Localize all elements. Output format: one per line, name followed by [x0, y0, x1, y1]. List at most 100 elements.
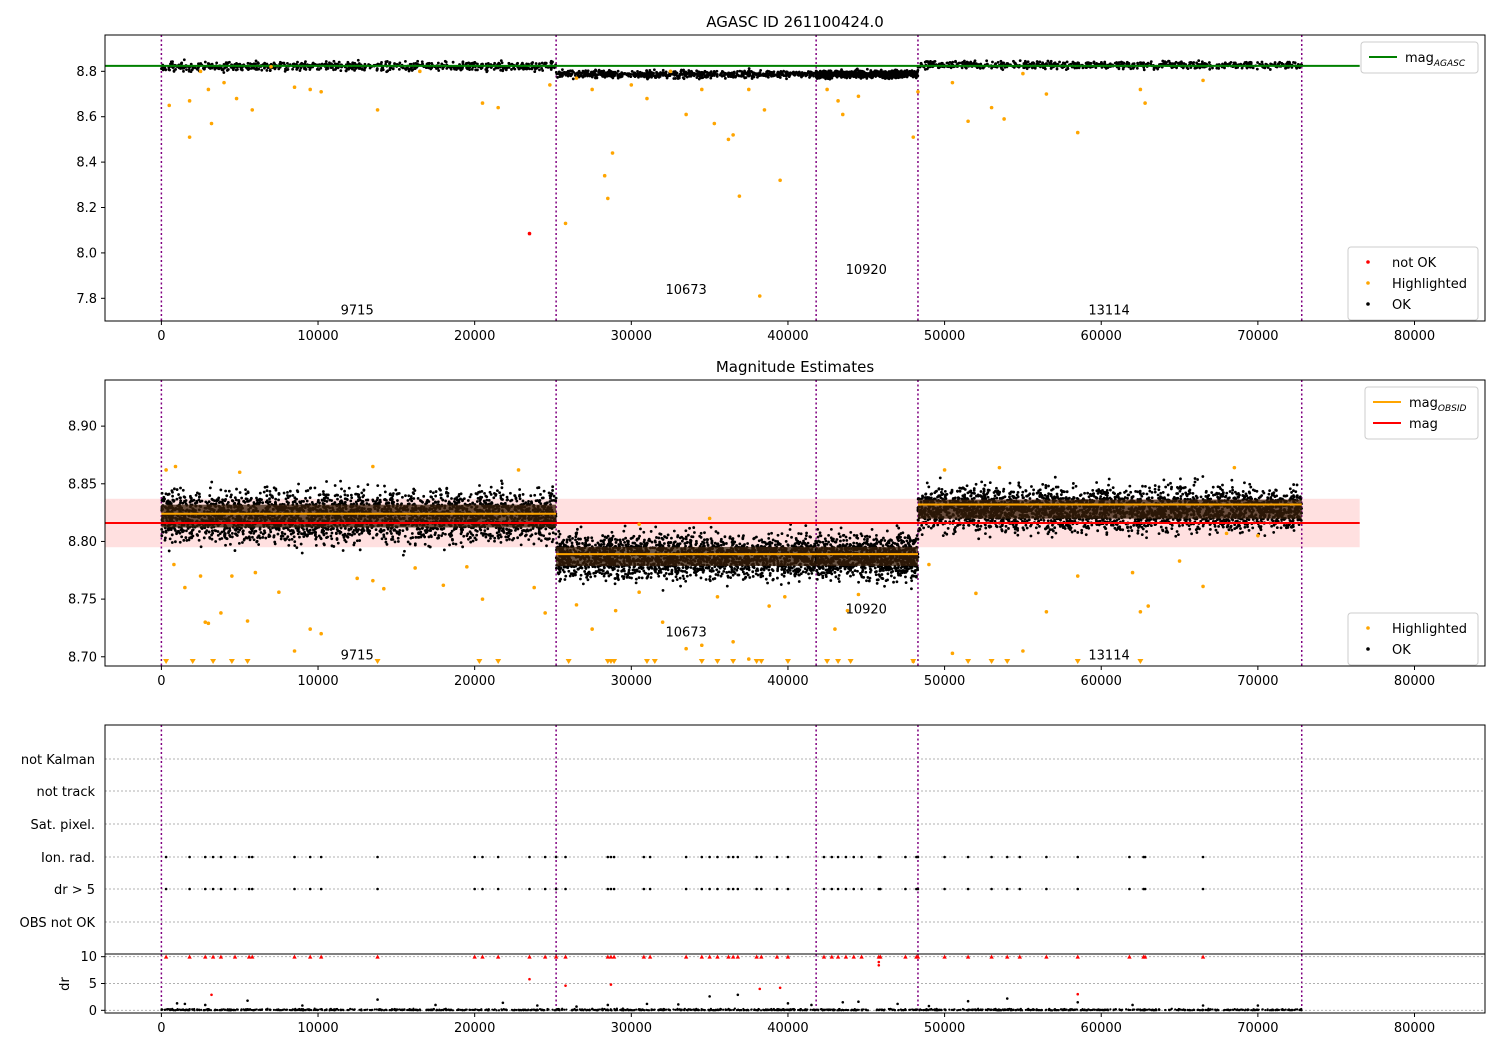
top-ok-point: [332, 59, 336, 63]
mid-ok-point: [516, 536, 520, 540]
top-ok-point: [430, 61, 434, 65]
top-ok-point: [900, 74, 904, 78]
top-ok-point: [778, 76, 782, 79]
mid-ok-point: [410, 532, 414, 535]
top-ok-point: [260, 68, 264, 72]
top-ok-point: [388, 68, 392, 72]
top-ok-point: [576, 71, 579, 75]
top-ok-point: [872, 72, 875, 76]
top-ok-point: [541, 69, 545, 72]
top-ok-point: [629, 75, 633, 79]
mid-ok-point: [521, 529, 524, 533]
top-highlighted-point: [1201, 78, 1205, 83]
top-ok-point: [919, 62, 923, 66]
top-ok-point: [187, 67, 191, 71]
top-ok-point: [1273, 62, 1277, 66]
top-ok-point: [847, 74, 851, 77]
mid-ok-point: [336, 497, 339, 501]
top-highlighted-point: [856, 94, 861, 99]
mid-ok-point: [408, 542, 412, 546]
top-ok-point: [172, 69, 176, 73]
top-ok-point: [797, 73, 801, 77]
top-ok-point: [427, 61, 431, 65]
mid-ok-point: [462, 534, 466, 538]
top-ok-point: [720, 74, 724, 78]
top-highlighted-point: [737, 194, 742, 198]
top-ok-point: [991, 60, 994, 64]
top-ok-point: [278, 60, 282, 64]
top-ok-point: [841, 71, 845, 75]
top-ok-point: [797, 70, 801, 74]
top-ok-point: [404, 59, 407, 63]
mid-ok-point: [423, 542, 427, 546]
mid-ok-point: [518, 488, 522, 491]
top-not-ok-point: [527, 231, 532, 236]
top-ok-point: [701, 76, 705, 79]
top-ok-point: [339, 69, 343, 73]
mid-ok-point: [322, 492, 325, 496]
top-ok-point: [299, 66, 303, 70]
top-ok-point: [744, 71, 748, 75]
top-ok-point: [750, 77, 754, 80]
mid-ok-point: [413, 542, 417, 546]
top-highlighted-point: [269, 64, 273, 69]
top-ok-point: [822, 72, 826, 75]
mid-ok-point: [353, 541, 356, 545]
mid-ok-point: [174, 540, 177, 544]
mid-ok-point: [261, 532, 265, 536]
mid-ok-point: [173, 487, 176, 491]
top-ok-point: [549, 68, 553, 71]
top-ok-point: [820, 72, 823, 76]
top-ok-point: [354, 66, 358, 70]
top-highlighted-point: [187, 99, 192, 103]
top-ok-point: [600, 73, 604, 77]
mid-ok-point: [429, 529, 433, 533]
top-ok-point: [881, 74, 885, 78]
top-ok-point: [268, 69, 272, 73]
mid-ok-point: [358, 539, 362, 542]
mid-ok-point: [518, 497, 522, 501]
top-ok-point: [202, 67, 206, 71]
mid-ok-point: [229, 535, 232, 538]
top-ok-point: [915, 70, 919, 74]
top-ok-point: [336, 66, 340, 70]
mid-ok-point: [208, 536, 212, 540]
mid-ok-point: [343, 489, 346, 493]
mid-ok-point: [427, 544, 431, 548]
top-ok-point: [298, 69, 302, 72]
top-ok-point: [248, 62, 252, 66]
top-ok-point: [1165, 61, 1168, 64]
mid-ok-point: [403, 534, 407, 538]
mid-ok-point: [434, 494, 438, 498]
top-ytick-label: 8.0: [76, 246, 97, 261]
top-ok-point: [815, 75, 819, 79]
mid-ok-point: [434, 531, 437, 535]
top-ok-point: [734, 74, 738, 78]
top-ok-point: [169, 62, 172, 66]
top-ok-point: [530, 66, 534, 70]
mid-ok-point: [499, 541, 503, 544]
top-ok-point: [554, 71, 558, 74]
mid-ok-point: [334, 532, 338, 536]
mid-ok-point: [468, 495, 472, 499]
mid-ok-point: [349, 499, 353, 503]
mid-ok-point: [333, 494, 337, 498]
top-highlighted-point: [757, 294, 762, 298]
top-xtick-label: 40000: [767, 329, 808, 344]
mid-ok-point: [436, 500, 440, 504]
top-ok-point: [650, 75, 653, 79]
top-ok-point: [375, 67, 379, 71]
top-ok-point: [672, 77, 676, 80]
mid-ok-point: [281, 534, 285, 538]
mid-ok-point: [478, 490, 482, 494]
top-ok-point: [611, 70, 615, 74]
top-highlighted-point: [950, 80, 955, 85]
top-ok-point: [425, 62, 429, 66]
top-highlighted-point: [1044, 92, 1049, 96]
top-ok-point: [465, 66, 469, 70]
mid-ok-point: [175, 497, 179, 501]
top-highlighted-point: [206, 87, 211, 92]
top-ok-point: [416, 59, 420, 63]
top-ok-point: [1247, 61, 1251, 65]
top-ok-point: [808, 72, 812, 76]
